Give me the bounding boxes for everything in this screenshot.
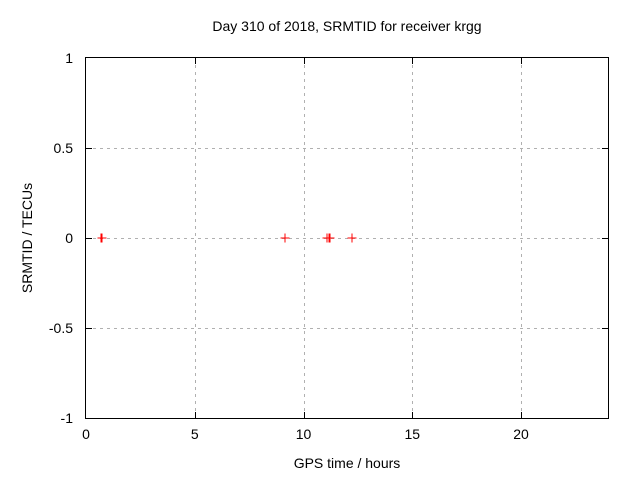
y-tick-label: 1 <box>65 50 73 66</box>
y-tick-label: -0.5 <box>48 320 73 336</box>
x-tick-mark <box>194 412 196 418</box>
marker-vertical-bar <box>351 233 353 243</box>
y-tick-mark <box>602 238 608 239</box>
y-axis-label: SRMTID / TECUs <box>19 182 35 294</box>
data-point-marker <box>347 233 357 243</box>
x-tick-mark <box>303 412 305 418</box>
data-point-marker <box>280 233 290 243</box>
x-tick-mark <box>194 58 196 64</box>
x-tick-mark <box>521 412 522 418</box>
y-gridline <box>86 148 608 149</box>
marker-vertical-bar <box>284 233 286 243</box>
x-tick-label: 5 <box>190 426 199 442</box>
x-tick-mark <box>412 412 414 418</box>
x-tick-label: 10 <box>295 426 312 442</box>
x-tick-label: 15 <box>404 426 421 442</box>
chart-title: Day 310 of 2018, SRMTID for receiver krg… <box>212 18 482 34</box>
x-tick-mark <box>412 58 414 64</box>
data-point-marker <box>97 233 107 243</box>
y-tick-label: -1 <box>60 410 73 426</box>
y-tick-mark <box>602 148 608 149</box>
x-axis-label: GPS time / hours <box>293 455 401 471</box>
x-tick-mark <box>521 58 522 64</box>
y-gridline <box>86 238 608 239</box>
y-tick-mark <box>86 328 92 329</box>
y-tick-mark <box>602 328 608 329</box>
y-tick-label: 0 <box>65 230 73 246</box>
y-tick-mark <box>86 238 92 239</box>
marker-vertical-bar <box>100 233 103 243</box>
y-tick-mark <box>86 148 92 149</box>
y-gridline <box>86 328 608 329</box>
x-tick-label: 20 <box>513 426 529 442</box>
x-tick-label: 0 <box>82 426 90 442</box>
data-point-marker <box>325 233 335 243</box>
marker-vertical-bar <box>328 233 331 243</box>
y-tick-label: 0.5 <box>53 140 73 156</box>
plot-area <box>85 57 609 419</box>
x-tick-mark <box>303 58 305 64</box>
